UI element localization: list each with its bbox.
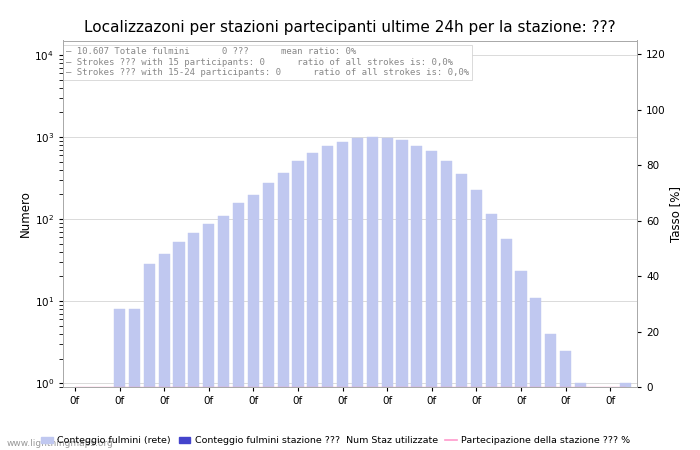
- Bar: [99, 426, 110, 450]
- Bar: [158, 254, 169, 450]
- Legend: Conteggio fulmini (rete), Conteggio fulmini stazione ???  Num Staz utilizzate, P: Conteggio fulmini (rete), Conteggio fulm…: [41, 436, 631, 446]
- Bar: [575, 383, 586, 450]
- Bar: [322, 146, 333, 450]
- Bar: [426, 151, 438, 450]
- Bar: [620, 383, 631, 450]
- Bar: [129, 309, 140, 450]
- Bar: [203, 224, 214, 450]
- Text: www.lightningmaps.org: www.lightningmaps.org: [7, 439, 113, 448]
- Bar: [114, 309, 125, 450]
- Bar: [412, 146, 423, 450]
- Y-axis label: Numero: Numero: [19, 190, 32, 237]
- Bar: [248, 195, 259, 450]
- Y-axis label: Tasso [%]: Tasso [%]: [668, 186, 682, 242]
- Bar: [396, 140, 407, 450]
- Bar: [277, 173, 288, 450]
- Bar: [471, 190, 482, 450]
- Bar: [293, 161, 304, 450]
- Bar: [605, 408, 616, 450]
- Bar: [531, 298, 542, 450]
- Bar: [545, 334, 557, 450]
- Bar: [233, 203, 244, 450]
- Bar: [500, 238, 512, 450]
- Bar: [144, 265, 155, 450]
- Bar: [441, 162, 452, 450]
- Bar: [69, 396, 80, 450]
- Bar: [218, 216, 229, 450]
- Text: – 10.607 Totale fulmini      0 ???      mean ratio: 0%
– Strokes ??? with 15 par: – 10.607 Totale fulmini 0 ??? mean ratio…: [66, 47, 469, 77]
- Bar: [307, 153, 318, 450]
- Bar: [515, 271, 526, 450]
- Bar: [262, 183, 274, 450]
- Bar: [560, 351, 571, 450]
- Bar: [337, 142, 348, 450]
- Title: Localizzazoni per stazioni partecipanti ultime 24h per la stazione: ???: Localizzazoni per stazioni partecipanti …: [84, 20, 616, 35]
- Bar: [590, 396, 601, 450]
- Bar: [352, 138, 363, 450]
- Bar: [382, 138, 393, 450]
- Bar: [174, 243, 185, 450]
- Bar: [456, 174, 467, 450]
- Bar: [84, 408, 95, 450]
- Bar: [188, 233, 199, 450]
- Bar: [367, 137, 378, 450]
- Bar: [486, 214, 497, 450]
